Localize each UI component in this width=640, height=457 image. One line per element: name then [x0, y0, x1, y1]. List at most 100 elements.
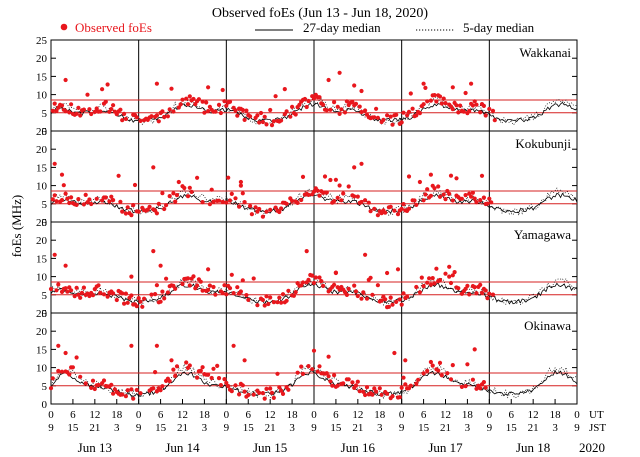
observed-point	[187, 94, 192, 99]
observed-point	[299, 364, 304, 369]
median5-line	[50, 362, 578, 400]
observed-point	[268, 207, 273, 212]
ut-tick-label: 18	[462, 409, 474, 421]
observed-point	[306, 192, 311, 197]
observed-point	[156, 119, 161, 124]
observed-point	[355, 194, 360, 199]
observed-point	[478, 386, 483, 391]
observed-point	[450, 198, 455, 203]
observed-point	[401, 291, 406, 296]
observed-point	[216, 198, 222, 203]
observed-point	[89, 111, 94, 117]
observed-point	[372, 206, 377, 211]
observed-point	[401, 202, 406, 207]
jst-tick-label: 21	[177, 422, 188, 434]
day-label: Jun 17	[428, 440, 463, 455]
observed-point	[81, 285, 86, 290]
ut-tick-label: 0	[311, 409, 317, 421]
observed-point	[235, 113, 240, 118]
observed-point	[430, 276, 435, 281]
observed-point	[94, 106, 99, 111]
day-label: Jun 18	[516, 440, 550, 455]
observed-point	[434, 99, 439, 104]
station-panel: 0 5 10 15 20 25 Kokubunji	[36, 126, 578, 229]
observed-point	[485, 201, 490, 206]
observed-point	[326, 77, 331, 83]
observed-point	[63, 350, 68, 356]
observed-point	[405, 113, 410, 118]
observed-point	[443, 101, 448, 106]
observed-point	[123, 394, 128, 399]
observed-point	[78, 295, 83, 300]
observed-point	[364, 385, 370, 390]
observed-point	[470, 377, 475, 382]
observed-point	[195, 175, 200, 180]
observed-point	[474, 102, 479, 107]
observed-point	[59, 369, 65, 374]
observed-point	[92, 386, 97, 392]
observed-point	[61, 183, 66, 188]
observed-point	[220, 87, 225, 93]
observed-point	[187, 283, 192, 288]
observed-point	[98, 109, 103, 114]
observed-point	[90, 378, 96, 383]
observed-point	[271, 119, 276, 124]
observed-point	[258, 110, 264, 116]
observed-point	[191, 274, 196, 279]
observed-point	[238, 289, 243, 294]
observed-point	[266, 301, 271, 307]
observed-point	[481, 195, 486, 200]
ut-tick-label: 12	[177, 409, 188, 421]
observed-point	[437, 94, 443, 99]
observed-point	[200, 288, 205, 293]
observed-point	[173, 199, 178, 204]
observed-point	[251, 276, 256, 281]
observed-point	[251, 392, 256, 397]
observed-point	[487, 291, 492, 296]
observed-point	[357, 104, 362, 109]
observed-point	[469, 81, 474, 86]
observed-point	[341, 191, 346, 196]
observed-point	[450, 85, 455, 90]
observed-point	[436, 368, 441, 373]
observed-point	[154, 81, 159, 86]
observed-point	[224, 103, 229, 108]
observed-point	[184, 96, 189, 101]
jst-tick-label: 15	[418, 422, 430, 434]
ut-tick-label: 18	[111, 409, 123, 421]
observed-point	[363, 198, 368, 203]
observed-point	[122, 301, 127, 306]
observed-point	[120, 209, 125, 214]
observed-point	[200, 99, 205, 104]
jst-tick-label: 21	[440, 422, 451, 434]
day-label: Jun 16	[341, 440, 376, 455]
observed-point	[206, 267, 211, 272]
observed-point	[129, 293, 134, 298]
observed-point	[427, 276, 432, 281]
observed-point	[421, 371, 426, 376]
observed-point	[425, 280, 430, 285]
observed-point	[459, 196, 464, 201]
observed-point	[264, 294, 269, 299]
observed-point	[268, 107, 273, 113]
observed-point	[346, 286, 351, 291]
observed-point	[153, 292, 158, 297]
observed-point	[472, 285, 477, 290]
jst-tick-label: 3	[465, 422, 471, 434]
observed-point	[479, 290, 485, 295]
jst-tick-label: 3	[202, 422, 208, 434]
observed-point	[114, 297, 119, 303]
observed-point	[72, 294, 77, 299]
observed-point	[83, 192, 88, 197]
observed-point	[50, 108, 55, 113]
legend-observed-label: Observed foEs	[75, 20, 152, 35]
observed-point	[469, 194, 474, 199]
observed-point	[242, 200, 247, 205]
observed-point	[191, 96, 196, 102]
y-tick-label: 15	[36, 253, 48, 265]
observed-point	[311, 280, 317, 286]
observed-point	[317, 275, 322, 280]
observed-point	[248, 203, 253, 209]
observed-point	[379, 392, 384, 397]
observed-point	[154, 343, 159, 348]
